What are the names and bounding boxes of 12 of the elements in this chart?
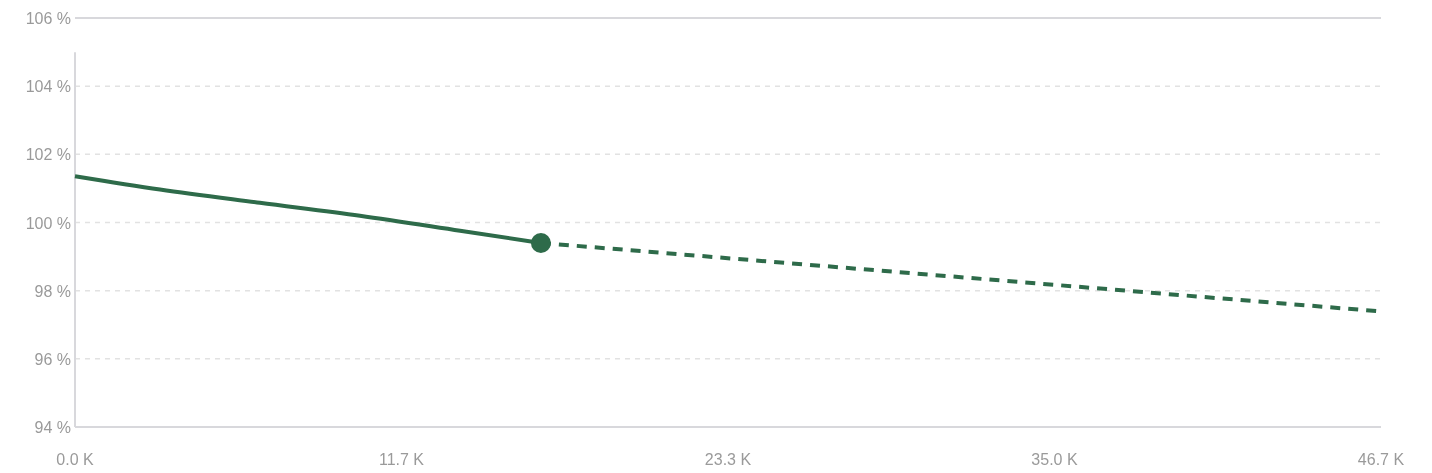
y-tick-label: 100 % xyxy=(25,214,71,232)
y-tick-label: 106 % xyxy=(25,10,71,27)
x-tick-label: 23.3 K xyxy=(704,451,752,468)
y-tick-label: 94 % xyxy=(34,419,71,436)
y-tick-label: 98 % xyxy=(34,282,71,300)
x-tick-label: 0.0 K xyxy=(56,451,95,468)
y-tick-label: 102 % xyxy=(25,146,71,164)
x-tick-label: 46.7 K xyxy=(1357,451,1405,468)
x-tick-label: 11.7 K xyxy=(378,451,425,468)
y-tick-label: 104 % xyxy=(25,78,71,96)
x-tick-label: 35.0 K xyxy=(1031,451,1078,468)
y-tick-label: 96 % xyxy=(34,350,71,368)
